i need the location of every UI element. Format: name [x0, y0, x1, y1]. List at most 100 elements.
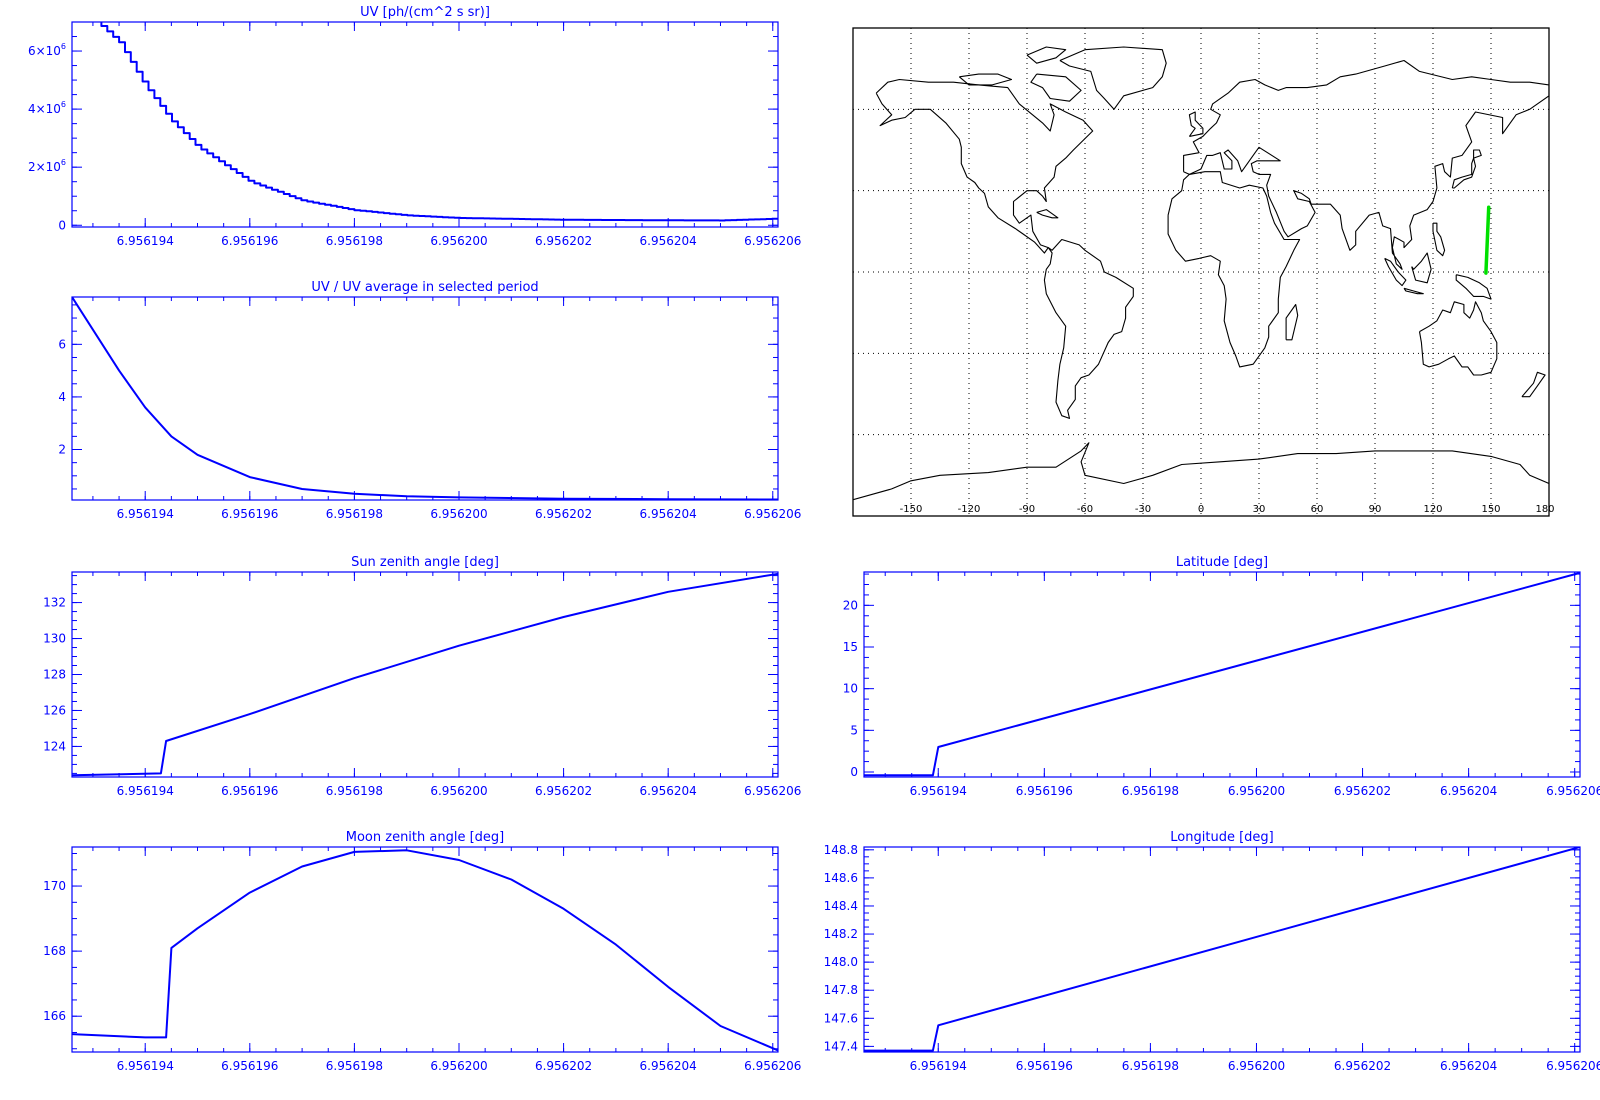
- coastline: [1036, 209, 1059, 219]
- series-line: [72, 297, 778, 500]
- x-tick-label: 6.956202: [1334, 784, 1391, 798]
- x-tick-label: 6.956206: [744, 507, 801, 521]
- y-tick-label: 15: [843, 640, 858, 654]
- coastline: [1521, 371, 1546, 398]
- coastline: [958, 73, 1013, 86]
- x-tick-label: 6.956204: [640, 1059, 697, 1073]
- x-tick-label: 6.956194: [910, 1059, 967, 1073]
- map-frame: [852, 27, 1550, 517]
- map-lon-label: 180: [1535, 504, 1554, 515]
- x-tick-label: 6.956204: [640, 507, 697, 521]
- y-tick-base: 170: [43, 879, 66, 893]
- coastline: [1403, 287, 1424, 295]
- y-tick-base: 148.0: [824, 955, 858, 969]
- y-tick-base: 4: [58, 390, 66, 404]
- x-tick-label: 6.956198: [1122, 784, 1179, 798]
- y-tick-label: 20: [843, 598, 858, 612]
- x-tick-label: 6.956194: [910, 784, 967, 798]
- coastline: [1432, 222, 1446, 257]
- y-tick-base: 128: [43, 668, 66, 682]
- map-lon-label: -120: [958, 504, 981, 515]
- y-tick-label: 6: [58, 337, 66, 351]
- y-tick-label: 0: [58, 218, 66, 232]
- y-tick-base: 0: [850, 765, 858, 779]
- y-tick-base: 148.8: [824, 843, 858, 857]
- x-tick-label: 6.956202: [535, 784, 592, 798]
- chart-title: Sun zenith angle [deg]: [351, 555, 499, 570]
- y-tick-base: 168: [43, 944, 66, 958]
- y-tick-base: 124: [43, 739, 66, 753]
- y-tick-label: 166: [43, 1009, 66, 1023]
- y-tick-base: 10: [843, 682, 858, 696]
- x-tick-label: 6.956202: [535, 1059, 592, 1073]
- plot-frame: [863, 571, 1581, 778]
- coastline: [1455, 274, 1492, 300]
- x-tick-label: 6.956200: [430, 507, 487, 521]
- y-tick-label: 4×106: [28, 100, 66, 116]
- chart-title: Longitude [deg]: [1170, 830, 1273, 845]
- coastline: [1285, 303, 1299, 341]
- y-tick-base: 132: [43, 596, 66, 610]
- coastline: [1026, 46, 1067, 64]
- y-tick-base: 2×10: [28, 160, 61, 174]
- x-tick-label: 6.956202: [535, 234, 592, 248]
- x-tick-label: 6.956198: [326, 234, 383, 248]
- map-lon-label: 0: [1198, 504, 1204, 515]
- x-tick-label: 6.956196: [221, 1059, 278, 1073]
- x-tick-label: 6.956204: [640, 234, 697, 248]
- y-tick-base: 4×10: [28, 102, 61, 116]
- y-tick-base: 5: [850, 723, 858, 737]
- y-tick-label: 0: [850, 765, 858, 779]
- x-tick-label: 6.956206: [744, 1059, 801, 1073]
- y-tick-base: 166: [43, 1009, 66, 1023]
- x-tick-label: 6.956194: [117, 1059, 174, 1073]
- coastline: [875, 78, 1094, 254]
- x-tick-label: 6.956194: [117, 507, 174, 521]
- y-tick-label: 2: [58, 443, 66, 457]
- x-tick-label: 6.956204: [1440, 1059, 1497, 1073]
- chart-sza: Sun zenith angle [deg] 6.956194 6.956196 6.…: [43, 555, 801, 798]
- plot-frame: [71, 571, 779, 778]
- y-tick-exponent: 6: [61, 100, 66, 109]
- x-tick-label: 6.956204: [640, 784, 697, 798]
- x-tick-label: 6.956194: [117, 784, 174, 798]
- x-tick-label: 6.956202: [1334, 1059, 1391, 1073]
- y-tick-label: 147.8: [824, 983, 858, 997]
- coastline: [1059, 46, 1167, 110]
- series-line: [864, 572, 1580, 777]
- y-tick-label: 6×106: [28, 42, 66, 58]
- y-tick-label: 2×106: [28, 158, 66, 174]
- x-tick-label: 6.956194: [117, 234, 174, 248]
- chart-lon: Longitude [deg] 6.956194 6.956196 6.956198 6…: [824, 830, 1600, 1073]
- x-tick-label: 6.956200: [1228, 1059, 1285, 1073]
- coastline: [1418, 301, 1498, 376]
- x-tick-label: 6.956196: [221, 784, 278, 798]
- coastline: [853, 442, 1549, 501]
- chart-uv: UV [ph/(cm^2 s sr)] 6.956194 6.956196 6.956…: [28, 5, 801, 248]
- y-tick-label: 126: [43, 703, 66, 717]
- y-tick-label: 170: [43, 879, 66, 893]
- plot-frame: [71, 296, 779, 501]
- series-line: [864, 847, 1580, 1052]
- y-tick-base: 147.4: [824, 1039, 858, 1053]
- y-tick-base: 148.4: [824, 899, 858, 913]
- map-lon-label: -60: [1077, 504, 1093, 515]
- chart-title: Latitude [deg]: [1176, 555, 1268, 570]
- y-tick-base: 20: [843, 598, 858, 612]
- y-tick-label: 147.4: [824, 1039, 858, 1053]
- map-lon-label: 60: [1311, 504, 1324, 515]
- x-tick-label: 6.956200: [1228, 784, 1285, 798]
- y-tick-base: 147.8: [824, 983, 858, 997]
- satellite-track: [1484, 205, 1491, 275]
- y-tick-label: 128: [43, 668, 66, 682]
- x-tick-label: 6.956198: [326, 1059, 383, 1073]
- coastline: [1030, 73, 1082, 102]
- x-tick-label: 6.956200: [430, 234, 487, 248]
- x-tick-label: 6.956198: [326, 507, 383, 521]
- x-tick-label: 6.956206: [744, 784, 801, 798]
- y-tick-exponent: 6: [61, 158, 66, 167]
- map-lon-label: 30: [1253, 504, 1266, 515]
- x-tick-label: 6.956206: [1546, 784, 1600, 798]
- map-lon-label: 120: [1423, 504, 1442, 515]
